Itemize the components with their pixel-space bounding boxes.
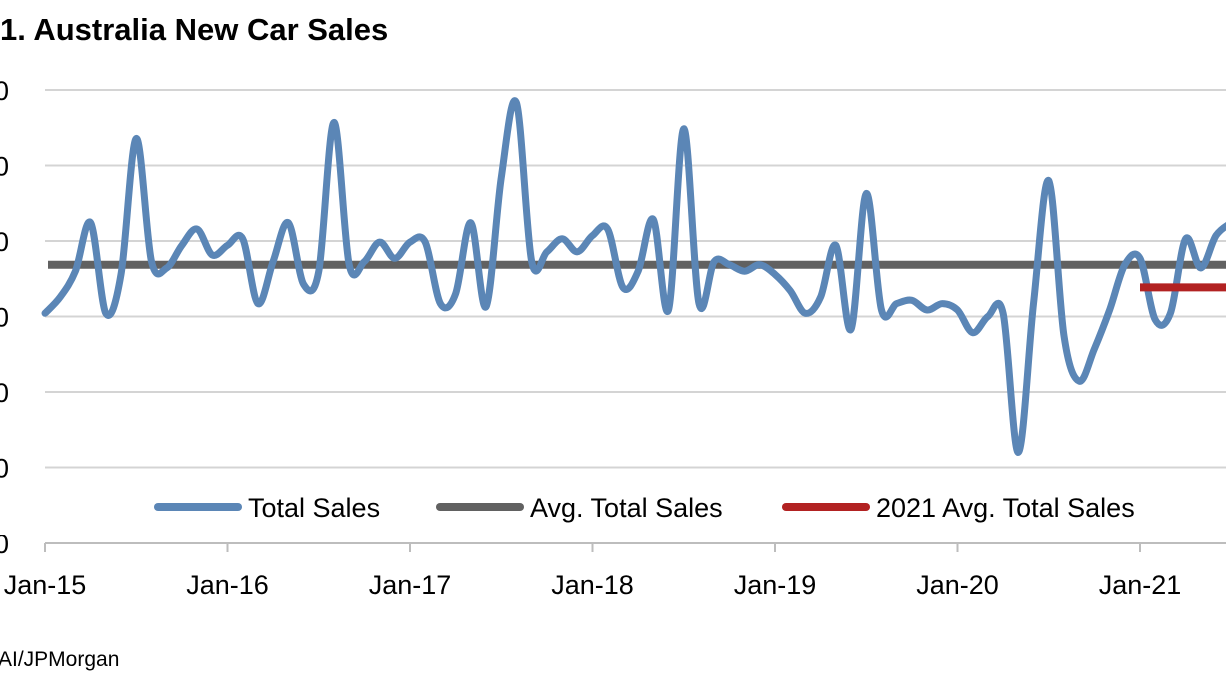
y-tick-label: 0 <box>0 76 9 106</box>
x-tick-label: Jan-18 <box>551 570 634 600</box>
x-tick-label: Jan-16 <box>186 570 269 600</box>
legend-avg-2021-total-sales-label: 2021 Avg. Total Sales <box>876 493 1135 523</box>
series-lines <box>41 97 1226 456</box>
x-axis <box>44 542 1226 552</box>
x-tick-label: Jan-19 <box>734 570 817 600</box>
y-axis-tick-labels: 0 0 0 0 0 0 0 <box>0 76 9 559</box>
total-sales-line <box>41 97 1226 456</box>
y-tick-label: 0 <box>0 227 9 257</box>
chart-title: 1. Australia New Car Sales <box>0 12 389 47</box>
legend-total-sales-label: Total Sales <box>248 493 380 523</box>
y-tick-label: 0 <box>0 152 9 182</box>
legend: Total Sales Avg. Total Sales 2021 Avg. Tot… <box>154 493 1135 523</box>
x-tick-label: Jan-21 <box>1099 570 1182 600</box>
legend-avg-total-sales-label: Avg. Total Sales <box>530 493 723 523</box>
x-tick-label: Jan-20 <box>916 570 999 600</box>
x-axis-tick-labels: Jan-15 Jan-16 Jan-17 Jan-18 Jan-19 Jan-20 Jan-… <box>4 570 1182 600</box>
x-tick-label: Jan-15 <box>4 570 87 600</box>
source-note: AI/JPMorgan <box>0 648 120 671</box>
y-tick-label: 0 <box>0 303 9 333</box>
y-tick-label: 0 <box>0 454 9 484</box>
y-tick-label: 0 <box>0 529 9 559</box>
y-tick-label: 0 <box>0 378 9 408</box>
x-tick-label: Jan-17 <box>369 570 452 600</box>
